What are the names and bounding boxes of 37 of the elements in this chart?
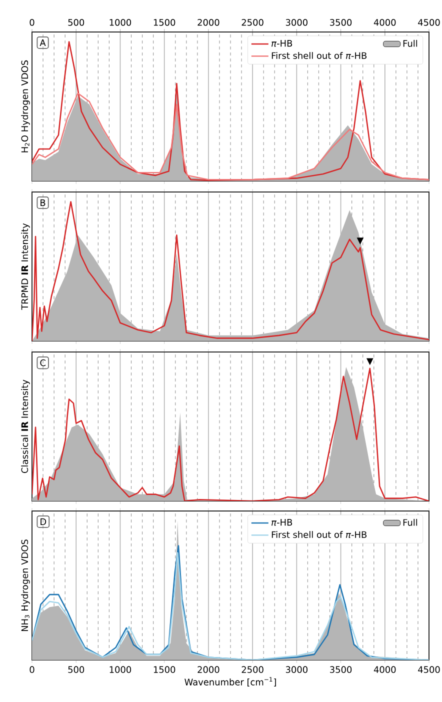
- x-tick-label: 1500: [154, 666, 176, 673]
- x2-tick-label: 1500: [154, 19, 176, 26]
- x2-tick-label: 3000: [286, 19, 308, 26]
- annotation: A: [40, 39, 46, 46]
- x-tick-label: 0: [30, 666, 34, 673]
- x-tick-label: 4500: [418, 666, 440, 673]
- annotation: D: [40, 518, 46, 525]
- x2-tick-label: 4000: [374, 19, 396, 26]
- legend-label: Full: [403, 40, 418, 47]
- legend-label: π-HB: [272, 40, 292, 47]
- x-tick-label: 4000: [374, 666, 396, 673]
- x2-tick-label: 500: [68, 19, 84, 26]
- x2-tick-label: 2000: [198, 19, 220, 26]
- y-axis-title: H$_{2}$O Hydrogen VDOS: [21, 60, 30, 152]
- legend-label: First shell out of π-HB: [272, 531, 367, 538]
- x2-tick-label: 2500: [242, 19, 264, 26]
- y-axis-title: NH$_{3}$ Hydrogen VDOS: [21, 540, 30, 632]
- legend-label: Full: [403, 518, 418, 526]
- y-axis-title: TRPMD IR Intensity: [21, 223, 30, 310]
- x-tick-label: 3000: [286, 666, 308, 673]
- legend-label: First shell out of π-HB: [272, 52, 367, 60]
- x-tick-label: 2500: [242, 666, 264, 673]
- legend-label: π-HB: [272, 519, 292, 526]
- y-axis-title: Classical IR Intensity: [21, 380, 30, 473]
- x-axis-title: Wavenumber [cm$^{−1}$]: [184, 677, 276, 686]
- annotation: ▼: [356, 238, 364, 244]
- annotation: ▼: [366, 358, 374, 366]
- x-tick-label: 500: [68, 666, 84, 673]
- x-tick-label: 2000: [198, 666, 220, 673]
- x-tick-label: 1000: [110, 666, 132, 673]
- x2-tick-label: 4500: [418, 19, 440, 26]
- annotation: B: [40, 199, 46, 206]
- x-tick-label: 3500: [330, 666, 352, 673]
- text: C: [40, 359, 46, 366]
- x2-tick-label: 0: [30, 19, 34, 26]
- x2-tick-label: 1000: [110, 19, 132, 26]
- x2-tick-label: 3500: [330, 19, 352, 26]
